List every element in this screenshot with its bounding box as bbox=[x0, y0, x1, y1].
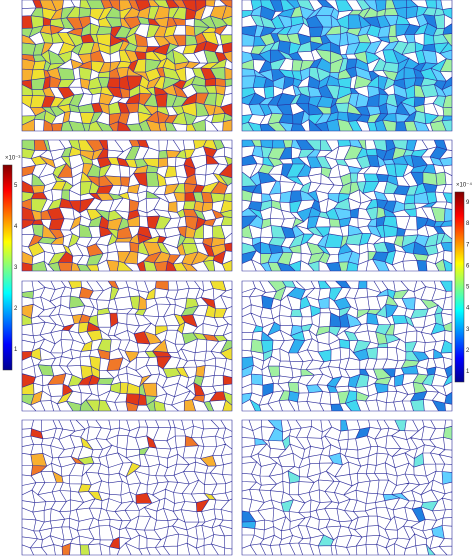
panel-cells bbox=[242, 0, 452, 131]
cell-boundaries bbox=[21, 0, 233, 132]
panel-cells bbox=[263, 281, 444, 411]
panel-cells bbox=[22, 140, 232, 271]
cell-boundaries bbox=[21, 139, 233, 272]
left-colorbar-exponent: ×10⁻³ bbox=[5, 156, 20, 162]
panels bbox=[21, 0, 453, 556]
cell-boundaries bbox=[241, 139, 453, 272]
right-colorbar bbox=[454, 191, 465, 383]
panel-cells bbox=[242, 0, 452, 131]
panel-cells bbox=[254, 420, 452, 539]
panel-cells bbox=[22, 296, 206, 411]
left-colorbar bbox=[2, 164, 13, 371]
right-colorbar-exponent: ×10⁻⁴ bbox=[456, 182, 472, 189]
panel-cells bbox=[242, 281, 444, 402]
colorbar-tick-label: 9 bbox=[466, 200, 470, 206]
panel-background bbox=[242, 420, 452, 555]
colorbar-tick-label: 4 bbox=[14, 224, 18, 230]
panel-cells bbox=[242, 0, 452, 131]
panel-cells bbox=[443, 426, 452, 440]
colorbar-tick-label: 1 bbox=[14, 347, 18, 353]
panel-cells bbox=[78, 437, 216, 501]
cell-boundaries bbox=[21, 419, 233, 556]
panel-cells bbox=[28, 140, 233, 271]
panel-background bbox=[22, 420, 232, 555]
colorbar-tick-label: 2 bbox=[14, 306, 18, 312]
panel-cells bbox=[248, 140, 452, 271]
panel-cells bbox=[22, 0, 232, 131]
colorbar-tick-label: 4 bbox=[466, 306, 470, 312]
panel-cells bbox=[22, 281, 232, 411]
colorbar-tick-label: 3 bbox=[466, 327, 470, 333]
panel-cells bbox=[22, 286, 232, 411]
colorbar-tick-label: 5 bbox=[14, 183, 18, 189]
panel-cells bbox=[242, 140, 452, 271]
colorbar-tick-label: 3 bbox=[14, 265, 18, 271]
panel-cells bbox=[22, 0, 232, 131]
colorbar-tick-label: 2 bbox=[466, 348, 470, 354]
colorbar-tick-label: 1 bbox=[466, 369, 470, 375]
cell-boundaries bbox=[241, 419, 453, 556]
panel-cells bbox=[242, 0, 452, 131]
panel-cells bbox=[22, 148, 226, 271]
cell-boundaries bbox=[241, 280, 453, 412]
colorbar-tick-label: 8 bbox=[466, 221, 470, 227]
colorbar-tick-label: 6 bbox=[466, 263, 470, 269]
panel-cells bbox=[22, 0, 232, 131]
colorbar-tick-label: 5 bbox=[466, 285, 470, 291]
cell-boundaries bbox=[21, 280, 233, 412]
cell-boundaries bbox=[241, 0, 453, 132]
colorbar-tick-label: 7 bbox=[466, 242, 470, 248]
panel-cells bbox=[47, 281, 219, 411]
